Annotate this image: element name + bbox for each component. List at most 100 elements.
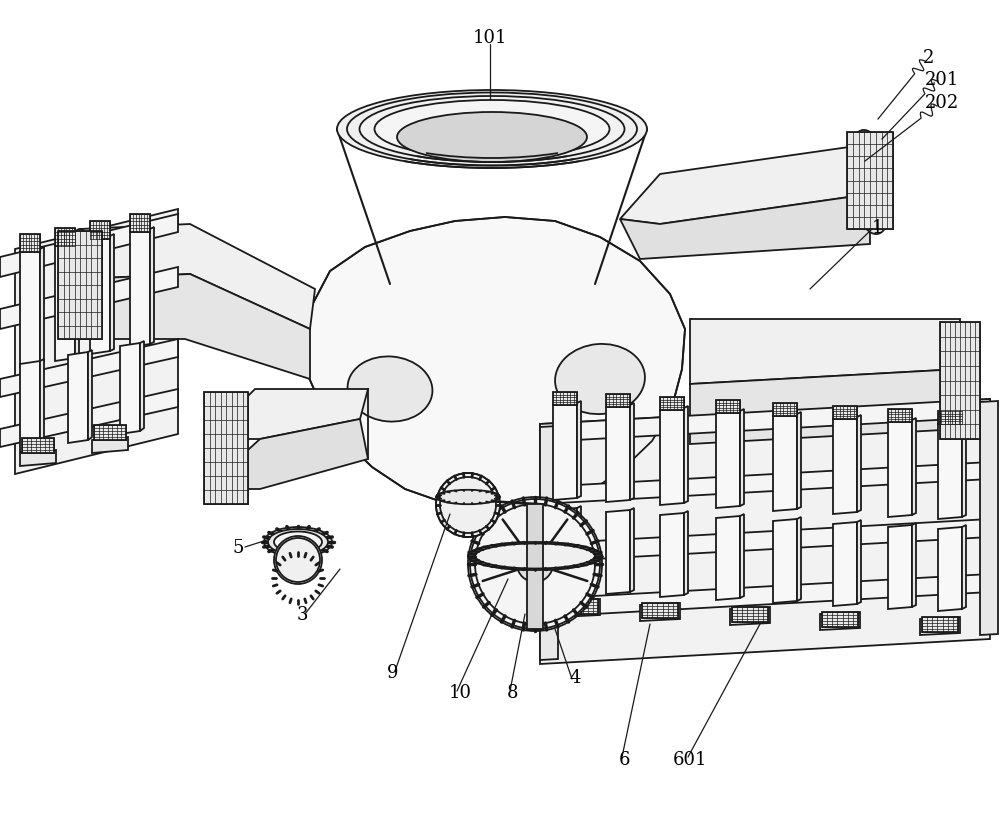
Polygon shape bbox=[94, 425, 126, 441]
Text: 10: 10 bbox=[449, 683, 472, 701]
Text: 5: 5 bbox=[232, 538, 244, 557]
Polygon shape bbox=[820, 612, 860, 630]
Polygon shape bbox=[833, 407, 857, 419]
Polygon shape bbox=[80, 275, 310, 380]
Ellipse shape bbox=[517, 547, 553, 582]
Polygon shape bbox=[888, 420, 912, 518]
Polygon shape bbox=[130, 215, 150, 232]
Polygon shape bbox=[888, 525, 912, 609]
Polygon shape bbox=[120, 343, 140, 434]
Text: 202: 202 bbox=[925, 94, 959, 112]
Ellipse shape bbox=[525, 554, 545, 574]
Polygon shape bbox=[130, 230, 150, 347]
Polygon shape bbox=[773, 414, 797, 511]
Polygon shape bbox=[205, 419, 368, 490]
Polygon shape bbox=[660, 514, 684, 597]
Polygon shape bbox=[938, 423, 962, 519]
Ellipse shape bbox=[941, 327, 979, 437]
Text: 9: 9 bbox=[387, 663, 399, 681]
Polygon shape bbox=[577, 506, 581, 590]
Polygon shape bbox=[150, 227, 154, 345]
Polygon shape bbox=[857, 520, 861, 605]
Polygon shape bbox=[40, 360, 44, 449]
Ellipse shape bbox=[375, 101, 610, 159]
Polygon shape bbox=[962, 420, 966, 518]
Polygon shape bbox=[920, 617, 960, 635]
Polygon shape bbox=[20, 235, 40, 253]
Polygon shape bbox=[797, 518, 801, 601]
Ellipse shape bbox=[360, 97, 624, 163]
Polygon shape bbox=[630, 509, 634, 592]
Polygon shape bbox=[110, 235, 114, 351]
Polygon shape bbox=[690, 319, 960, 385]
Polygon shape bbox=[540, 399, 990, 664]
Ellipse shape bbox=[337, 91, 647, 169]
Ellipse shape bbox=[468, 543, 602, 571]
Polygon shape bbox=[732, 607, 768, 622]
Polygon shape bbox=[962, 525, 966, 609]
Polygon shape bbox=[642, 603, 678, 619]
Polygon shape bbox=[716, 412, 740, 509]
Polygon shape bbox=[773, 404, 797, 417]
Polygon shape bbox=[660, 398, 684, 410]
Polygon shape bbox=[940, 323, 980, 439]
Polygon shape bbox=[58, 232, 102, 340]
Ellipse shape bbox=[436, 473, 500, 538]
Polygon shape bbox=[980, 402, 998, 635]
Ellipse shape bbox=[65, 230, 95, 340]
Polygon shape bbox=[716, 400, 740, 414]
Ellipse shape bbox=[205, 394, 245, 504]
Polygon shape bbox=[88, 351, 92, 441]
Polygon shape bbox=[0, 390, 178, 447]
Ellipse shape bbox=[348, 357, 432, 422]
Polygon shape bbox=[55, 244, 75, 361]
Polygon shape bbox=[553, 404, 577, 500]
Polygon shape bbox=[90, 237, 110, 355]
Polygon shape bbox=[938, 412, 962, 424]
Text: 101: 101 bbox=[473, 29, 507, 47]
Polygon shape bbox=[40, 248, 44, 365]
Ellipse shape bbox=[555, 345, 645, 414]
Ellipse shape bbox=[470, 500, 600, 629]
Polygon shape bbox=[912, 523, 916, 607]
Polygon shape bbox=[797, 413, 801, 509]
Polygon shape bbox=[0, 340, 178, 398]
Ellipse shape bbox=[848, 131, 892, 235]
Polygon shape bbox=[833, 523, 857, 606]
Ellipse shape bbox=[274, 532, 322, 552]
Polygon shape bbox=[22, 438, 54, 453]
Polygon shape bbox=[730, 607, 770, 625]
Polygon shape bbox=[690, 370, 960, 444]
Ellipse shape bbox=[264, 528, 332, 557]
Polygon shape bbox=[540, 427, 558, 660]
Polygon shape bbox=[20, 250, 40, 367]
Polygon shape bbox=[620, 195, 870, 260]
Polygon shape bbox=[912, 418, 916, 515]
Polygon shape bbox=[68, 352, 88, 443]
Polygon shape bbox=[553, 509, 577, 592]
Polygon shape bbox=[620, 145, 870, 225]
Polygon shape bbox=[55, 229, 75, 246]
Ellipse shape bbox=[274, 537, 322, 585]
Polygon shape bbox=[606, 405, 630, 502]
Polygon shape bbox=[80, 225, 315, 330]
Polygon shape bbox=[90, 222, 110, 240]
Polygon shape bbox=[822, 612, 858, 627]
Text: 601: 601 bbox=[673, 750, 707, 768]
Text: 4: 4 bbox=[569, 668, 581, 686]
Polygon shape bbox=[540, 574, 990, 617]
Polygon shape bbox=[527, 504, 543, 629]
Polygon shape bbox=[205, 390, 368, 439]
Polygon shape bbox=[562, 600, 598, 614]
Text: 201: 201 bbox=[925, 71, 959, 88]
Polygon shape bbox=[857, 415, 861, 513]
Polygon shape bbox=[606, 394, 630, 408]
Polygon shape bbox=[640, 603, 680, 621]
Polygon shape bbox=[553, 393, 577, 405]
Polygon shape bbox=[630, 404, 634, 500]
Polygon shape bbox=[540, 462, 990, 504]
Ellipse shape bbox=[347, 93, 637, 166]
Polygon shape bbox=[833, 418, 857, 514]
Polygon shape bbox=[140, 342, 144, 432]
Polygon shape bbox=[560, 600, 600, 617]
